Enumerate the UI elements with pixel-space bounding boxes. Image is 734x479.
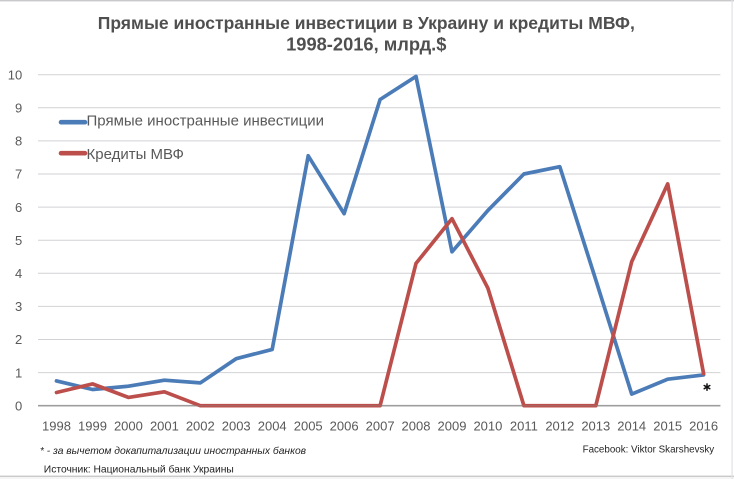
svg-text:2015: 2015 — [653, 419, 682, 434]
svg-text:2003: 2003 — [222, 419, 251, 434]
svg-text:Facebook: Viktor Skarshevsky: Facebook: Viktor Skarshevsky — [583, 445, 715, 456]
svg-text:* - за вычетом докапитализации: * - за вычетом докапитализации иностранн… — [40, 445, 307, 457]
svg-text:1998-2016, млрд.$: 1998-2016, млрд.$ — [286, 33, 446, 54]
svg-text:2005: 2005 — [294, 419, 323, 434]
svg-text:2016: 2016 — [689, 419, 718, 434]
svg-text:8: 8 — [15, 134, 22, 149]
svg-text:2014: 2014 — [617, 419, 646, 434]
svg-text:1998: 1998 — [42, 419, 71, 434]
svg-text:Прямые иностранные инвестиции: Прямые иностранные инвестиции в Украину … — [98, 13, 635, 33]
svg-text:3: 3 — [15, 299, 22, 314]
svg-text:2: 2 — [15, 332, 22, 347]
svg-text:2007: 2007 — [366, 419, 395, 434]
svg-text:Источник: Национальный банк Ук: Источник: Национальный банк Украины — [44, 463, 234, 475]
svg-text:4: 4 — [15, 266, 22, 281]
svg-text:2002: 2002 — [186, 419, 215, 434]
svg-text:0: 0 — [15, 398, 22, 413]
svg-text:5: 5 — [15, 233, 22, 248]
svg-text:7: 7 — [15, 167, 22, 182]
svg-text:2011: 2011 — [510, 419, 538, 434]
svg-text:10: 10 — [8, 67, 22, 82]
svg-text:2012: 2012 — [545, 419, 574, 434]
svg-text:2008: 2008 — [402, 419, 431, 434]
svg-text:2010: 2010 — [473, 419, 502, 434]
svg-text:2001: 2001 — [150, 419, 179, 434]
svg-text:1: 1 — [15, 365, 22, 380]
svg-text:1999: 1999 — [78, 419, 107, 434]
svg-text:2009: 2009 — [438, 419, 467, 434]
svg-text:2013: 2013 — [581, 419, 610, 434]
svg-text:2006: 2006 — [330, 419, 359, 434]
svg-text:2000: 2000 — [114, 419, 143, 434]
svg-text:Прямые иностранные инвестиции: Прямые иностранные инвестиции — [87, 113, 325, 130]
svg-text:9: 9 — [15, 101, 22, 116]
svg-text:Кредиты МВФ: Кредиты МВФ — [87, 146, 184, 163]
svg-text:2004: 2004 — [258, 419, 287, 434]
svg-text:6: 6 — [15, 200, 22, 215]
